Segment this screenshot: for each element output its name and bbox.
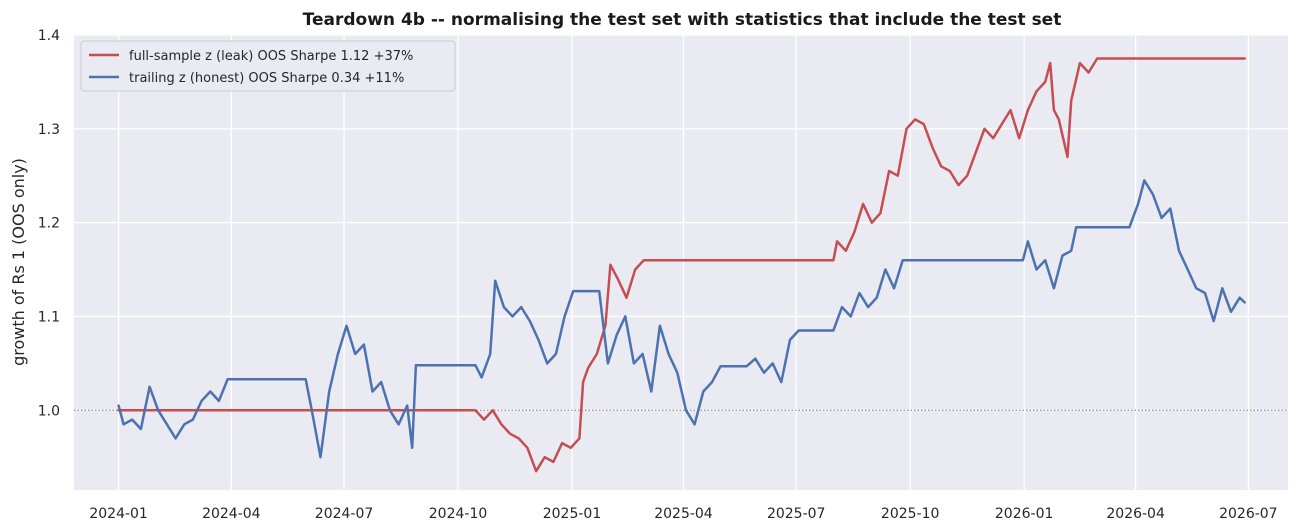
- series-line-honest: [117, 179, 1246, 459]
- y-tick-label: 1.1: [38, 309, 60, 325]
- legend-label-leak: full-sample z (leak) OOS Sharpe 1.12 +37…: [129, 49, 413, 64]
- x-tick-label: 2026-04: [1106, 506, 1165, 522]
- x-tick-label: 2025-01: [543, 506, 602, 522]
- y-tick-label: 1.2: [38, 216, 60, 232]
- x-tick-label: 2025-07: [767, 506, 826, 522]
- x-tick-labels: 2024-01 2024-04 2024-07 2024-10 2025-01 2025-…: [89, 506, 1277, 522]
- x-tick-label: 2024-10: [429, 506, 488, 522]
- y-tick-label: 1.4: [38, 28, 60, 44]
- x-tick-label: 2024-04: [202, 506, 261, 522]
- series-line-leak: [117, 57, 1246, 473]
- legend-label-honest: trailing z (honest) OOS Sharpe 0.34 +11%: [129, 71, 404, 86]
- x-tick-label: 2026-01: [995, 506, 1054, 522]
- x-gridlines: [117, 35, 1250, 490]
- y-tick-label: 1.3: [38, 122, 60, 138]
- series-layer: [117, 57, 1246, 473]
- plot-area: [74, 35, 1288, 490]
- x-tick-label: 2026-07: [1219, 506, 1278, 522]
- x-tick-label: 2024-07: [315, 506, 374, 522]
- y-axis-label: growth of Rs 1 (OOS only): [9, 158, 28, 366]
- chart-title: Teardown 4b -- normalising the test set …: [303, 10, 1062, 30]
- legend-box: [80, 40, 456, 92]
- x-tick-label: 2025-10: [881, 506, 940, 522]
- x-tick-label: 2025-04: [654, 506, 713, 522]
- y-tick-label: 1.0: [38, 403, 60, 419]
- x-tick-label: 2024-01: [89, 506, 148, 522]
- legend: full-sample z (leak) OOS Sharpe 1.12 +37…: [80, 40, 456, 92]
- y-tick-labels: 1.0 1.1 1.2 1.3 1.4: [38, 28, 60, 419]
